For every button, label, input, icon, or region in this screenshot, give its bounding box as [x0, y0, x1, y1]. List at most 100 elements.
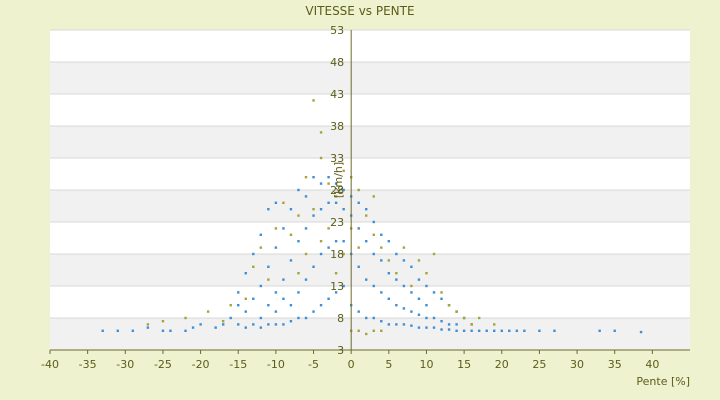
- data-point: [410, 284, 413, 288]
- data-point: [252, 297, 255, 300]
- y-tick-label: 23: [330, 216, 344, 229]
- data-point: [432, 252, 436, 256]
- data-point: [312, 265, 315, 268]
- y-tick-label: 33: [330, 152, 344, 165]
- data-point: [440, 320, 443, 323]
- x-tick-label: -40: [41, 358, 59, 371]
- y-axis-label: [km/h]: [332, 162, 345, 198]
- data-point: [289, 208, 293, 211]
- data-point: [319, 240, 323, 243]
- data-point: [131, 329, 135, 332]
- data-point: [282, 227, 285, 230]
- data-point: [402, 323, 406, 326]
- data-point: [440, 297, 443, 300]
- data-point: [267, 208, 270, 211]
- x-tick-label: 10: [419, 358, 433, 371]
- data-point: [447, 304, 451, 307]
- y-tick-label: 53: [330, 24, 344, 37]
- data-point: [252, 252, 255, 256]
- data-point: [206, 310, 210, 313]
- data-point: [440, 291, 443, 294]
- data-point: [274, 310, 278, 313]
- data-point: [380, 233, 383, 236]
- data-point: [146, 326, 150, 329]
- data-point: [372, 329, 375, 332]
- data-point: [380, 246, 383, 249]
- data-point: [319, 208, 323, 211]
- data-point: [470, 323, 473, 326]
- grid-band: [50, 318, 690, 350]
- data-point: [319, 252, 323, 256]
- y-tick-label: 18: [330, 248, 344, 261]
- data-point: [462, 316, 466, 320]
- data-point: [410, 291, 413, 294]
- data-point: [327, 182, 330, 185]
- data-point: [237, 291, 240, 294]
- data-point: [327, 176, 330, 179]
- data-point: [395, 272, 398, 275]
- data-point: [357, 188, 360, 192]
- data-point: [447, 328, 451, 331]
- data-point: [297, 316, 300, 320]
- data-point: [432, 316, 436, 320]
- data-point: [229, 316, 232, 320]
- data-point: [267, 265, 270, 268]
- data-point: [365, 214, 368, 217]
- data-point: [267, 323, 270, 326]
- data-point: [304, 176, 308, 179]
- data-point: [357, 227, 360, 230]
- x-axis-ticks: -40 -35 -30 -25 -20 -15 -10 -5 0 5 10 15 20 25 30 35 40: [41, 350, 659, 371]
- data-point: [282, 278, 285, 281]
- x-tick-label: -15: [229, 358, 247, 371]
- data-point: [319, 182, 323, 185]
- data-point: [319, 131, 323, 134]
- data-point: [357, 246, 360, 249]
- data-point: [410, 310, 413, 313]
- data-point: [410, 265, 413, 268]
- data-point: [387, 272, 391, 275]
- data-point: [357, 265, 360, 268]
- x-tick-label: -30: [116, 358, 134, 371]
- data-point: [221, 323, 225, 326]
- grid-band: [50, 126, 690, 158]
- data-point: [259, 246, 263, 249]
- data-point: [274, 201, 278, 204]
- data-point: [639, 330, 643, 334]
- data-point: [214, 326, 217, 329]
- data-point: [342, 208, 345, 211]
- data-point: [221, 320, 225, 323]
- data-point: [553, 329, 556, 332]
- data-point: [259, 316, 263, 320]
- data-point: [229, 304, 232, 307]
- data-point: [417, 313, 421, 316]
- grid-band: [50, 254, 690, 286]
- data-point: [410, 324, 413, 327]
- data-point: [357, 310, 360, 313]
- data-point: [515, 329, 519, 332]
- data-point: [252, 323, 255, 326]
- data-point: [184, 316, 187, 320]
- x-tick-label: -35: [79, 358, 97, 371]
- data-point: [327, 246, 330, 249]
- data-point: [447, 323, 451, 326]
- data-point: [342, 284, 345, 288]
- data-point: [161, 329, 165, 332]
- data-point: [342, 188, 345, 192]
- data-point: [365, 208, 368, 211]
- data-point: [334, 291, 338, 294]
- data-point: [312, 176, 315, 179]
- data-point: [538, 329, 541, 332]
- data-point: [417, 259, 421, 262]
- data-point: [342, 240, 345, 243]
- data-point: [365, 332, 368, 336]
- data-point: [493, 329, 496, 332]
- data-point: [334, 201, 338, 204]
- data-point: [372, 284, 375, 288]
- data-point: [402, 307, 406, 310]
- data-point: [387, 323, 391, 326]
- data-point: [237, 323, 240, 326]
- data-point: [508, 329, 511, 332]
- data-point: [432, 326, 436, 329]
- x-tick-label: 15: [457, 358, 471, 371]
- data-point: [274, 291, 278, 294]
